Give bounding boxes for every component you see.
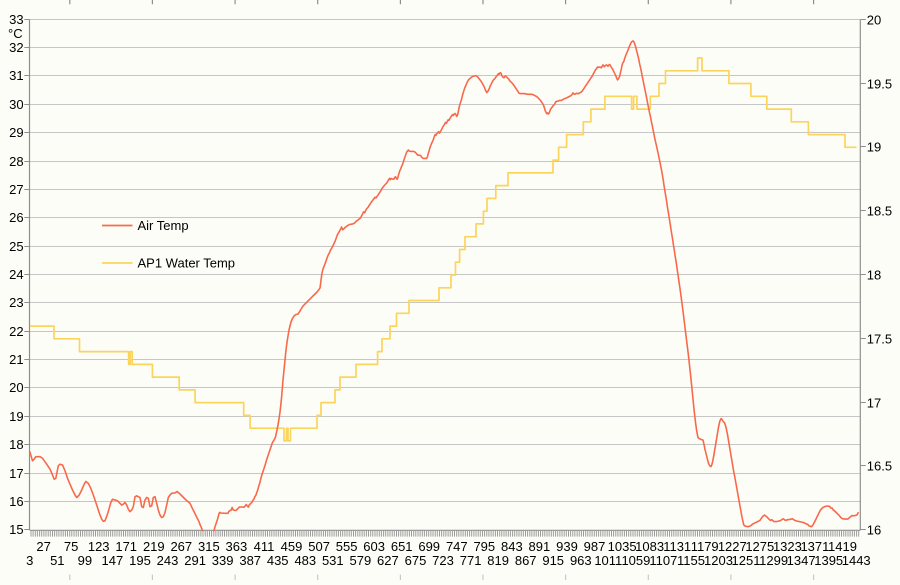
svg-text:507: 507	[308, 539, 330, 554]
svg-text:1395: 1395	[814, 553, 843, 568]
svg-text:1251: 1251	[732, 553, 761, 568]
svg-text:555: 555	[336, 539, 358, 554]
svg-text:31: 31	[9, 68, 23, 83]
svg-text:219: 219	[143, 539, 165, 554]
svg-text:771: 771	[460, 553, 482, 568]
svg-text:99: 99	[78, 553, 92, 568]
svg-text:627: 627	[377, 553, 399, 568]
svg-text:3: 3	[26, 553, 33, 568]
svg-text:195: 195	[129, 553, 151, 568]
svg-text:21: 21	[9, 352, 23, 367]
svg-text:1131: 1131	[663, 539, 691, 554]
svg-text:891: 891	[529, 539, 551, 554]
svg-text:51: 51	[50, 553, 64, 568]
svg-text:16.5: 16.5	[867, 459, 892, 474]
svg-text:747: 747	[446, 539, 468, 554]
svg-text:603: 603	[363, 539, 385, 554]
svg-text:°C: °C	[8, 26, 23, 41]
svg-text:26: 26	[9, 210, 23, 225]
svg-text:75: 75	[64, 539, 78, 554]
svg-text:19.5: 19.5	[867, 77, 892, 92]
svg-text:1275: 1275	[745, 539, 774, 554]
svg-text:1443: 1443	[842, 553, 871, 568]
svg-text:24: 24	[9, 267, 23, 282]
svg-text:22: 22	[9, 324, 23, 339]
svg-text:Air Temp: Air Temp	[138, 218, 189, 233]
svg-text:171: 171	[115, 539, 137, 554]
svg-text:23: 23	[9, 295, 23, 310]
svg-text:1107: 1107	[649, 553, 677, 568]
svg-text:1419: 1419	[828, 539, 857, 554]
svg-text:17: 17	[867, 396, 881, 411]
svg-text:243: 243	[157, 553, 179, 568]
svg-text:483: 483	[294, 553, 316, 568]
svg-text:18: 18	[9, 437, 23, 452]
svg-text:1083: 1083	[635, 539, 664, 554]
svg-text:1179: 1179	[691, 539, 719, 554]
svg-text:723: 723	[432, 553, 454, 568]
svg-text:1371: 1371	[800, 539, 829, 554]
svg-text:531: 531	[322, 553, 344, 568]
svg-text:29: 29	[9, 125, 23, 140]
svg-text:1347: 1347	[787, 553, 816, 568]
svg-text:28: 28	[9, 154, 23, 169]
svg-text:867: 867	[515, 553, 537, 568]
svg-text:16: 16	[867, 523, 881, 538]
svg-text:32: 32	[9, 40, 23, 55]
svg-text:17: 17	[9, 466, 23, 481]
svg-text:18.5: 18.5	[867, 204, 892, 219]
svg-text:1323: 1323	[773, 539, 802, 554]
svg-text:699: 699	[418, 539, 440, 554]
svg-text:20: 20	[9, 380, 23, 395]
svg-text:1011: 1011	[594, 553, 622, 568]
svg-text:267: 267	[170, 539, 192, 554]
svg-text:987: 987	[584, 539, 606, 554]
svg-text:915: 915	[542, 553, 564, 568]
svg-text:25: 25	[9, 239, 23, 254]
svg-text:675: 675	[405, 553, 427, 568]
svg-text:339: 339	[212, 553, 234, 568]
svg-text:16: 16	[9, 494, 23, 509]
svg-text:27: 27	[9, 182, 23, 197]
svg-text:459: 459	[281, 539, 303, 554]
svg-text:17.5: 17.5	[867, 332, 892, 347]
svg-text:315: 315	[198, 539, 220, 554]
svg-text:363: 363	[226, 539, 248, 554]
svg-text:291: 291	[184, 553, 206, 568]
svg-text:435: 435	[267, 553, 289, 568]
svg-text:27: 27	[36, 539, 50, 554]
svg-text:1059: 1059	[621, 553, 650, 568]
svg-text:20: 20	[867, 13, 881, 28]
svg-text:1035: 1035	[608, 539, 637, 554]
svg-text:411: 411	[254, 539, 275, 554]
svg-text:123: 123	[88, 539, 110, 554]
svg-text:387: 387	[239, 553, 261, 568]
svg-text:19: 19	[9, 409, 23, 424]
svg-text:18: 18	[867, 268, 881, 283]
svg-text:1155: 1155	[677, 553, 705, 568]
svg-text:1227: 1227	[718, 539, 747, 554]
svg-text:579: 579	[350, 553, 372, 568]
svg-text:819: 819	[487, 553, 509, 568]
svg-text:939: 939	[556, 539, 578, 554]
svg-text:15: 15	[9, 522, 23, 537]
svg-text:795: 795	[473, 539, 495, 554]
svg-text:30: 30	[9, 97, 23, 112]
svg-text:963: 963	[570, 553, 592, 568]
svg-text:19: 19	[867, 140, 881, 155]
svg-text:1299: 1299	[759, 553, 788, 568]
svg-text:651: 651	[391, 539, 413, 554]
svg-text:33: 33	[9, 12, 23, 27]
svg-text:147: 147	[102, 553, 124, 568]
svg-text:1203: 1203	[704, 553, 733, 568]
svg-text:843: 843	[501, 539, 523, 554]
svg-text:AP1 Water Temp: AP1 Water Temp	[138, 256, 236, 271]
